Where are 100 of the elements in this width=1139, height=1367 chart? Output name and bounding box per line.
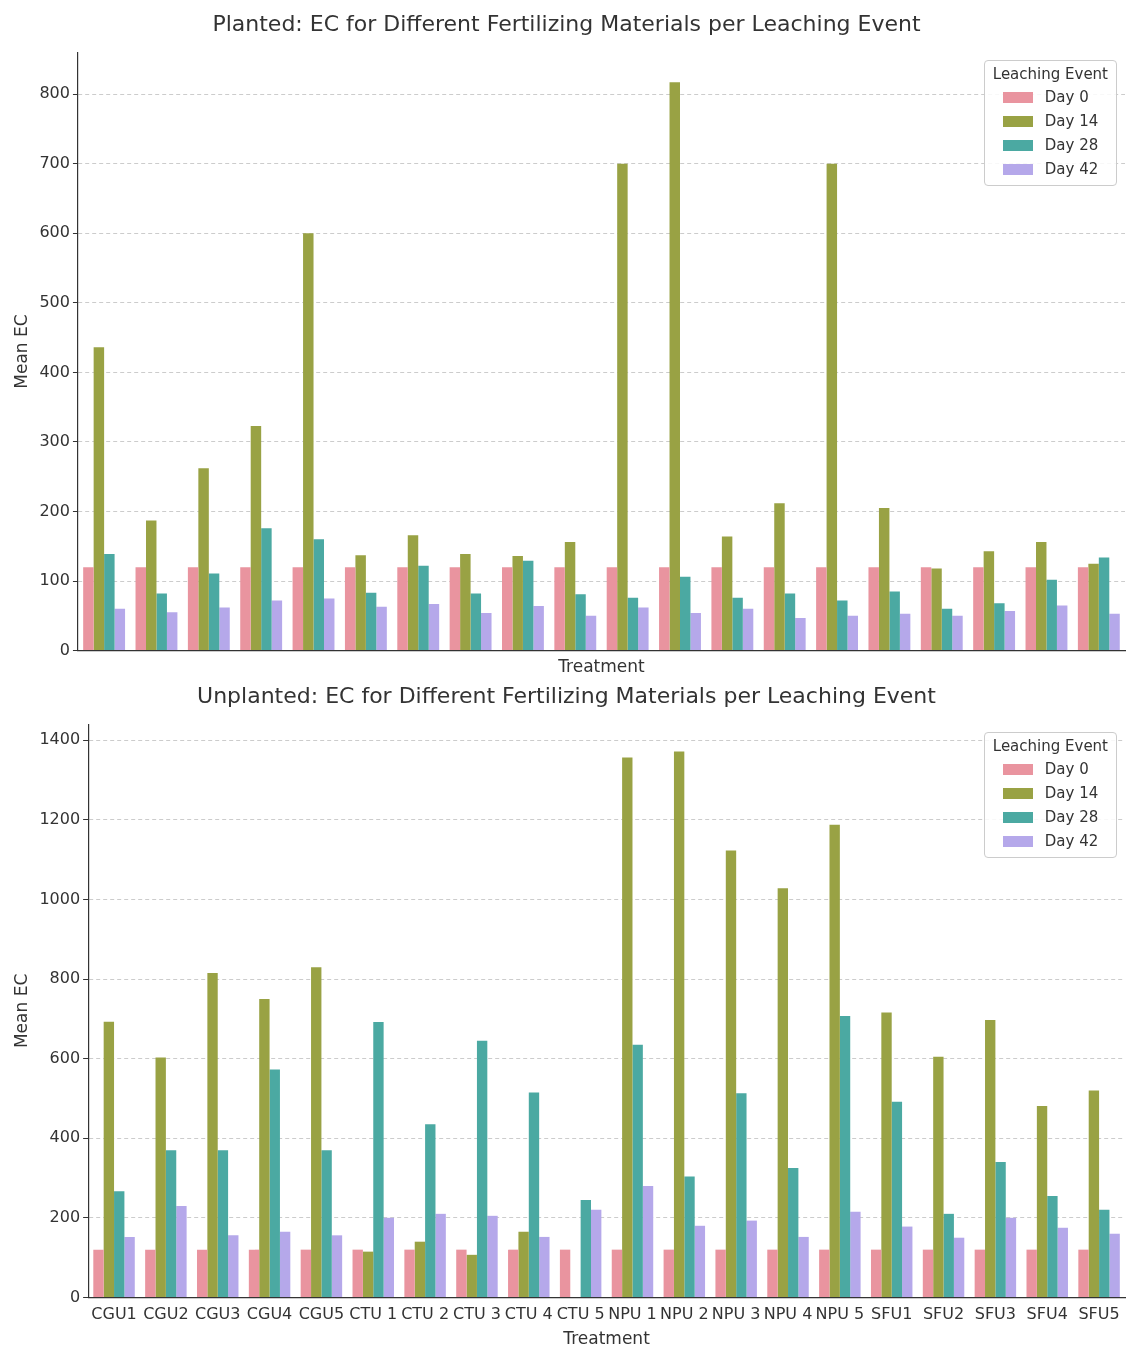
- bar: [922, 1249, 934, 1297]
- bar: [952, 615, 963, 651]
- legend-label: Day 0: [1044, 88, 1089, 106]
- bar: [156, 593, 167, 651]
- bar: [1109, 613, 1120, 651]
- bar: [93, 347, 105, 651]
- y-tick-label: 0: [69, 1286, 81, 1306]
- legend-label: Day 14: [1044, 784, 1099, 802]
- bar: [920, 567, 932, 651]
- bar: [694, 1225, 706, 1297]
- bar: [373, 1022, 384, 1297]
- bar: [207, 973, 218, 1297]
- x-tick-label: CTU 3: [452, 1304, 501, 1324]
- y-tick-label: 0: [59, 639, 70, 659]
- bar: [881, 1012, 892, 1297]
- bar: [1046, 579, 1057, 651]
- bar: [973, 567, 984, 651]
- bar: [575, 594, 586, 651]
- bar: [435, 1213, 446, 1297]
- bar: [1005, 1217, 1017, 1297]
- bar: [145, 1249, 156, 1297]
- bar: [627, 597, 639, 651]
- bar: [611, 1249, 623, 1297]
- x-tick-label: SFU2: [922, 1304, 965, 1324]
- legend-label: Day 14: [1044, 112, 1099, 130]
- bar: [196, 1249, 208, 1297]
- x-tick-label: NPU 1: [608, 1304, 657, 1324]
- bar: [732, 597, 743, 651]
- x-tick-label: CTU 1: [349, 1304, 398, 1324]
- x-tick-label: CTU 2: [401, 1304, 450, 1324]
- bar: [554, 567, 565, 651]
- bar: [365, 592, 377, 651]
- bar: [1004, 610, 1016, 651]
- y-tick-label: 800: [49, 968, 81, 988]
- bar: [124, 1236, 135, 1297]
- bar: [1088, 563, 1099, 651]
- x-tick-label: CGU1: [91, 1304, 137, 1324]
- bar: [564, 542, 576, 651]
- bar: [355, 555, 366, 651]
- bar: [826, 163, 838, 651]
- bar: [1077, 567, 1089, 651]
- bar: [829, 824, 840, 1297]
- bar: [512, 556, 523, 651]
- bar: [176, 1205, 187, 1297]
- legend-label: Day 42: [1044, 832, 1099, 850]
- legend-title: Leaching Event: [992, 65, 1108, 83]
- bar: [250, 425, 262, 651]
- bar: [659, 567, 670, 651]
- bar: [1047, 1195, 1058, 1297]
- bar: [279, 1231, 291, 1297]
- x-tick-label: NPU 2: [660, 1304, 709, 1324]
- bar: [933, 1056, 944, 1297]
- x-tick-label: SFU1: [871, 1304, 913, 1324]
- bar: [742, 608, 754, 651]
- bar: [622, 757, 633, 1297]
- bar: [518, 1231, 529, 1297]
- bar: [983, 551, 995, 651]
- x-tick-label: NPU 4: [763, 1304, 813, 1324]
- bar: [198, 468, 209, 651]
- bar: [352, 1249, 363, 1297]
- legend-label: Day 42: [1044, 160, 1099, 178]
- bar: [1036, 1106, 1048, 1297]
- bar: [891, 1101, 903, 1297]
- bar: [418, 565, 429, 651]
- bar: [487, 1215, 498, 1297]
- bar: [466, 1254, 477, 1297]
- bar: [868, 567, 879, 651]
- bar: [680, 576, 691, 651]
- bar: [837, 600, 848, 651]
- bar: [725, 850, 737, 1297]
- bar: [425, 1124, 436, 1297]
- bar: [638, 607, 649, 651]
- bar: [217, 1150, 229, 1297]
- bar: [376, 606, 387, 651]
- bar: [1025, 567, 1036, 651]
- bar: [166, 612, 178, 651]
- x-tick-label: SFU5: [1078, 1304, 1120, 1324]
- bar: [767, 1249, 778, 1297]
- bar: [763, 567, 775, 651]
- bar: [383, 1217, 394, 1297]
- bar: [155, 1057, 166, 1297]
- bar: [104, 553, 115, 651]
- bar: [344, 567, 356, 651]
- bar: [259, 998, 270, 1297]
- bar: [324, 598, 335, 651]
- bar: [816, 567, 827, 651]
- bar: [114, 608, 126, 651]
- bar: [135, 567, 146, 651]
- bar: [673, 751, 685, 1297]
- bar: [528, 1092, 540, 1297]
- bar: [931, 568, 942, 651]
- x-tick-label: CGU4: [246, 1304, 293, 1324]
- bar: [460, 553, 471, 651]
- bar: [300, 1249, 312, 1297]
- bar: [1056, 605, 1068, 651]
- bar: [407, 535, 419, 651]
- bar: [414, 1241, 426, 1297]
- bar: [146, 520, 157, 651]
- y-tick-label: 500: [39, 291, 70, 311]
- x-tick-label: CGU3: [194, 1304, 241, 1324]
